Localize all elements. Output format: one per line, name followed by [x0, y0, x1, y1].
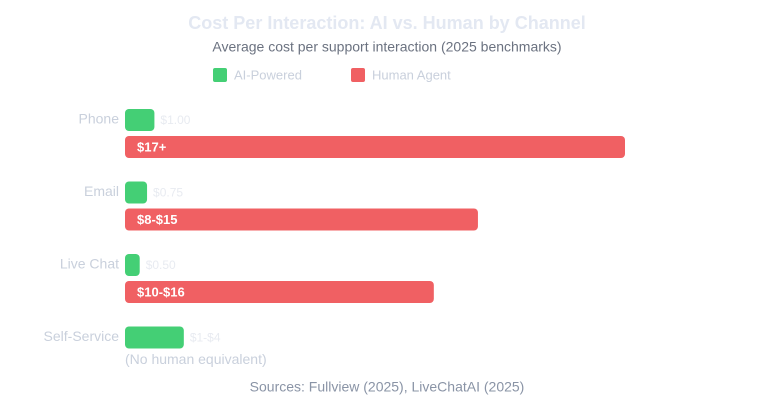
bar — [125, 326, 184, 349]
legend-swatch — [351, 68, 365, 82]
source-note: Sources: Fullview (2025), LiveChatAI (20… — [250, 379, 525, 395]
bar — [125, 136, 625, 158]
bar — [125, 281, 434, 303]
chart-title: Cost Per Interaction: AI vs. Human by Ch… — [188, 13, 585, 33]
value-label: $1-$4 — [190, 331, 221, 345]
category-label: Email — [84, 183, 119, 199]
value-label: $0.75 — [153, 186, 183, 200]
legend-label: Human Agent — [372, 67, 451, 82]
legend-swatch — [213, 68, 227, 82]
value-label: $17+ — [137, 139, 167, 154]
bar — [125, 208, 478, 231]
category-label: Phone — [79, 111, 120, 127]
bar — [125, 181, 148, 204]
category-label: Live Chat — [60, 256, 119, 272]
annotation: (No human equivalent) — [125, 351, 267, 367]
value-label: $0.50 — [146, 258, 176, 272]
category-label: Self-Service — [44, 328, 120, 344]
value-label: $8-$15 — [137, 212, 177, 227]
value-label: $1.00 — [160, 113, 190, 127]
legend-label: AI-Powered — [234, 67, 302, 82]
bar — [125, 254, 140, 276]
bar — [125, 109, 155, 131]
chart-subtitle: Average cost per support interaction (20… — [212, 39, 561, 55]
value-label: $10-$16 — [137, 284, 185, 299]
